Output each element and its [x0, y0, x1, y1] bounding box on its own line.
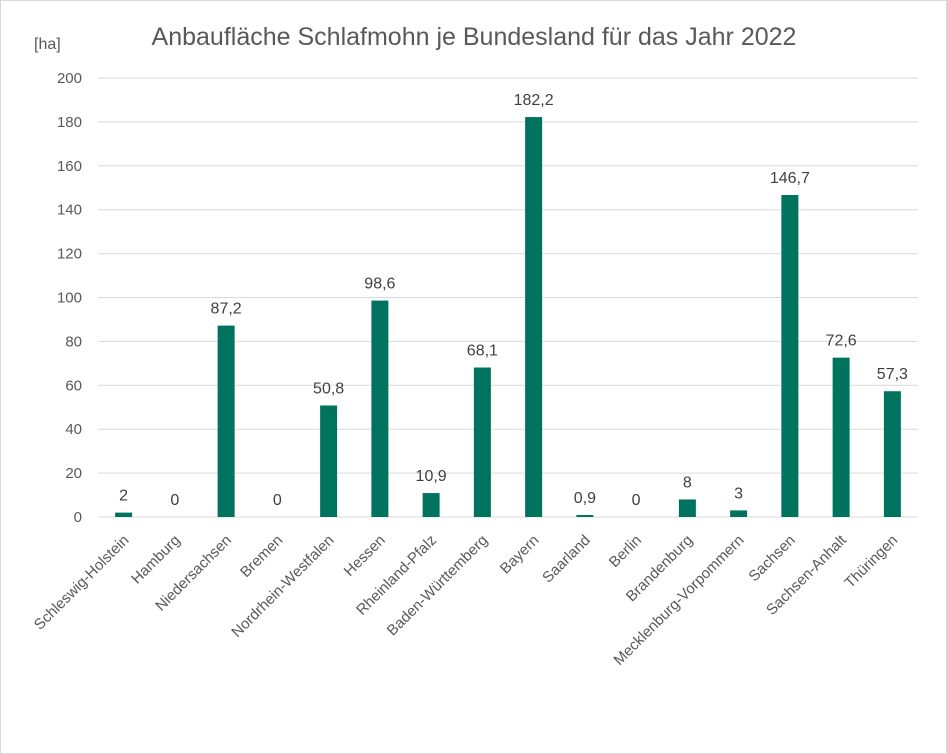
data-label: 2	[119, 488, 128, 505]
data-label: 0,9	[574, 490, 596, 507]
data-label: 0	[170, 492, 179, 509]
data-labels: 2 0 87,2 0 50,8 98,6 10,9 68,1 182,2 0,9 0 8 3 146,7 7…	[119, 92, 908, 509]
y-tick-label: 140	[57, 202, 82, 219]
data-label: 0	[632, 492, 641, 509]
data-label: 146,7	[770, 170, 810, 187]
bar	[678, 499, 696, 517]
x-tick-label: Saarland	[539, 532, 593, 586]
chart-title: Anbaufläche Schlafmohn je Bundesland für…	[152, 23, 797, 51]
bar	[781, 194, 799, 517]
data-label: 68,1	[467, 343, 498, 360]
x-tick-label: Thüringen	[841, 532, 901, 592]
x-tick-label: Hessen	[341, 532, 389, 580]
y-tick-label: 160	[57, 158, 82, 175]
data-label: 10,9	[416, 468, 447, 485]
y-tick-label: 60	[65, 377, 82, 394]
bar	[371, 300, 389, 517]
bar	[320, 405, 338, 517]
bars	[115, 117, 901, 518]
y-axis-unit: [ha]	[34, 36, 61, 53]
bar	[473, 367, 491, 517]
gridlines	[98, 77, 918, 518]
bar	[422, 493, 440, 517]
data-label: 98,6	[364, 276, 395, 293]
data-label: 0	[273, 492, 282, 509]
x-tick-label: Berlin	[606, 532, 645, 571]
x-tick-label: Schleswig-Holstein	[31, 532, 133, 634]
y-tick-label: 40	[65, 421, 82, 438]
data-label: 3	[734, 485, 743, 502]
bar	[730, 510, 748, 517]
y-axis-ticks: 0 20 40 60 80 100 120 140 160 180 200	[57, 70, 82, 526]
x-tick-label: Bremen	[237, 532, 286, 581]
data-label: 182,2	[514, 92, 554, 109]
bar	[883, 391, 901, 517]
data-label: 8	[683, 474, 692, 491]
bar	[217, 325, 235, 517]
y-tick-label: 80	[65, 333, 82, 350]
y-tick-label: 20	[65, 465, 82, 482]
data-label: 72,6	[826, 333, 857, 350]
y-tick-label: 180	[57, 114, 82, 131]
bar	[115, 512, 133, 517]
bar	[832, 357, 850, 517]
y-tick-label: 120	[57, 246, 82, 263]
x-tick-label: Bayern	[497, 532, 543, 578]
y-tick-label: 200	[57, 70, 82, 87]
bar	[576, 515, 594, 517]
x-tick-label: Nordrhein-Westfalen	[228, 532, 337, 641]
x-tick-label: Baden-Württemberg	[384, 532, 492, 640]
data-label: 50,8	[313, 380, 344, 397]
y-tick-label: 100	[57, 290, 82, 307]
data-label: 87,2	[211, 301, 242, 318]
x-tick-label: Sachsen	[745, 532, 798, 585]
y-tick-label: 0	[74, 509, 82, 526]
bar	[525, 117, 543, 518]
data-label: 57,3	[877, 366, 908, 383]
